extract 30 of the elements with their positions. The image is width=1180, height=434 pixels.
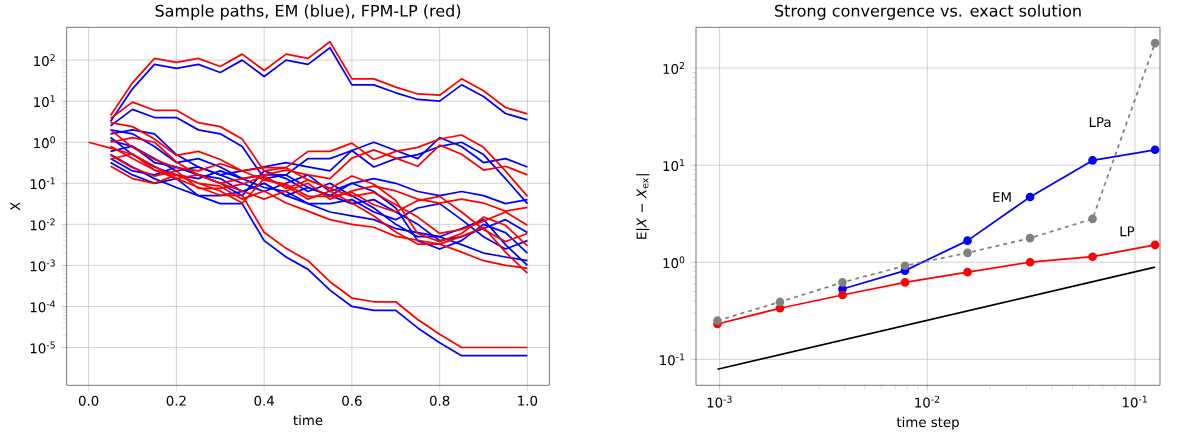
- x-tick-label: 0.6: [342, 395, 362, 406]
- x-tick-label: 10$^{-2}$: [915, 395, 940, 408]
- y-tick-label: 10$^{-4}$: [30, 300, 56, 313]
- series-label: LPa: [1089, 117, 1111, 128]
- y-tick-label: 10$^{2}$: [663, 62, 685, 74]
- y-tick-label: 10$^{-2}$: [30, 218, 55, 231]
- y-tick-label: 10$^{-3}$: [30, 259, 55, 272]
- x-tick-label: 0.4: [254, 395, 274, 406]
- chart-title: Strong convergence vs. exact solution: [775, 4, 1081, 20]
- x-tick-label: 10$^{-3}$: [707, 395, 732, 408]
- y-tick-label: 10$^{-1}$: [30, 177, 55, 190]
- y-axis-title: X: [10, 202, 21, 211]
- y-tick-label: 10$^{2}$: [34, 54, 55, 67]
- x-tick-label: 0.8: [429, 395, 450, 406]
- y-axis-title: E|X − X$_{ex}$|: [636, 174, 650, 239]
- chart-title: Sample paths, EM (blue), FPM-LP (red): [155, 4, 461, 20]
- x-tick-label: 1.0: [518, 395, 538, 406]
- y-tick-label: 10$^{1}$: [34, 95, 55, 108]
- y-tick-label: 10$^{-1}$: [660, 353, 685, 366]
- y-tick-label: 10$^{-5}$: [30, 341, 55, 354]
- y-tick-label: 10$^{1}$: [663, 159, 685, 171]
- x-tick-label: 10$^{-1}$: [1122, 395, 1147, 408]
- x-axis-title: time: [293, 414, 323, 426]
- x-tick-label: 0.0: [78, 395, 99, 406]
- x-axis-title: time step: [896, 416, 959, 430]
- y-tick-label: 10$^{0}$: [663, 256, 685, 269]
- series-label: EM: [993, 192, 1011, 202]
- x-tick-label: 0.2: [166, 395, 186, 406]
- series-label: LP: [1120, 226, 1135, 237]
- y-tick-label: 10$^{0}$: [34, 136, 55, 149]
